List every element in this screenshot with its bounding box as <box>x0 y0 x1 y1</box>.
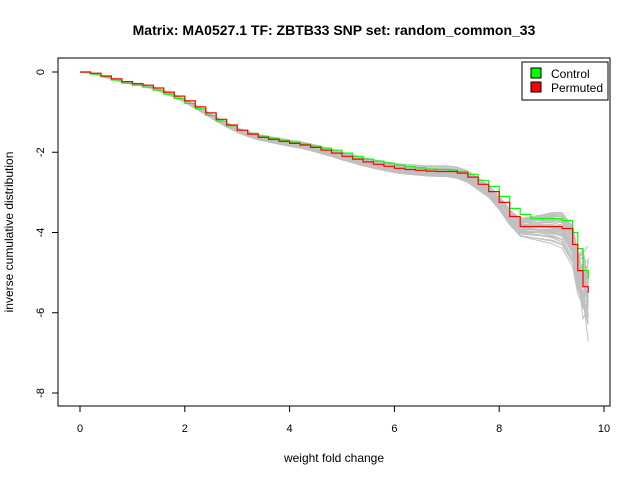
y-tick-label: 0 <box>35 69 47 75</box>
legend-swatch-control <box>530 67 542 79</box>
background-line <box>79 71 589 316</box>
background-line <box>79 71 589 311</box>
background-line <box>79 71 589 277</box>
background-line <box>79 71 589 304</box>
background-line <box>79 71 589 308</box>
background-line <box>79 71 589 286</box>
y-tick-label: -6 <box>35 308 47 318</box>
background-line <box>79 71 589 287</box>
background-line <box>79 71 589 321</box>
legend-label-permuted: Permuted <box>551 81 603 95</box>
background-line <box>79 71 589 283</box>
background-line <box>79 71 589 284</box>
x-axis: 0 2 4 6 8 10 <box>77 405 610 435</box>
x-tick-label: 6 <box>391 423 397 435</box>
background-line <box>79 71 589 308</box>
series-lines <box>80 71 589 293</box>
background-line <box>79 71 589 305</box>
background-line <box>79 71 589 299</box>
legend-swatch-permuted <box>530 81 542 93</box>
background-line <box>79 71 589 279</box>
background-line <box>79 71 589 342</box>
background-line <box>79 71 589 264</box>
background-line <box>79 71 589 287</box>
x-tick-label: 0 <box>77 423 83 435</box>
y-axis: 0 -2 -4 -6 -8 <box>35 69 59 398</box>
x-tick-label: 8 <box>496 423 502 435</box>
chart-title: Matrix: MA0527.1 TF: ZBTB33 SNP set: ran… <box>133 22 536 38</box>
series-line-control <box>80 71 589 279</box>
x-tick-label: 4 <box>287 423 293 435</box>
x-tick-label: 2 <box>182 423 188 435</box>
background-line <box>79 71 589 319</box>
x-axis-label: weight fold change <box>283 451 384 465</box>
background-line <box>79 71 589 301</box>
legend-label-control: Control <box>551 67 590 81</box>
background-line <box>79 71 589 285</box>
background-line <box>79 71 589 304</box>
legend: Control Permuted <box>521 61 609 101</box>
background-line <box>79 71 589 323</box>
x-tick-label: 10 <box>598 423 610 435</box>
background-line <box>79 71 589 325</box>
y-tick-label: -4 <box>35 228 47 238</box>
background-permutation-lines <box>79 71 589 342</box>
background-line <box>79 71 589 300</box>
y-axis-label: inverse cumulative distribution <box>2 152 16 313</box>
background-line <box>79 71 589 325</box>
y-tick-label: -8 <box>35 388 47 398</box>
background-line <box>79 71 589 302</box>
background-line <box>79 71 589 304</box>
background-line <box>79 71 589 309</box>
background-line <box>79 71 589 285</box>
background-line <box>79 71 589 317</box>
background-line <box>79 71 589 288</box>
background-line <box>79 71 589 295</box>
background-line <box>79 71 589 283</box>
background-line <box>79 71 589 308</box>
y-tick-label: -2 <box>35 147 47 157</box>
background-line <box>79 71 589 282</box>
background-line <box>79 71 589 298</box>
background-line <box>79 71 589 309</box>
background-line <box>79 71 589 285</box>
series-line-permuted <box>80 71 589 293</box>
background-line <box>79 71 589 288</box>
